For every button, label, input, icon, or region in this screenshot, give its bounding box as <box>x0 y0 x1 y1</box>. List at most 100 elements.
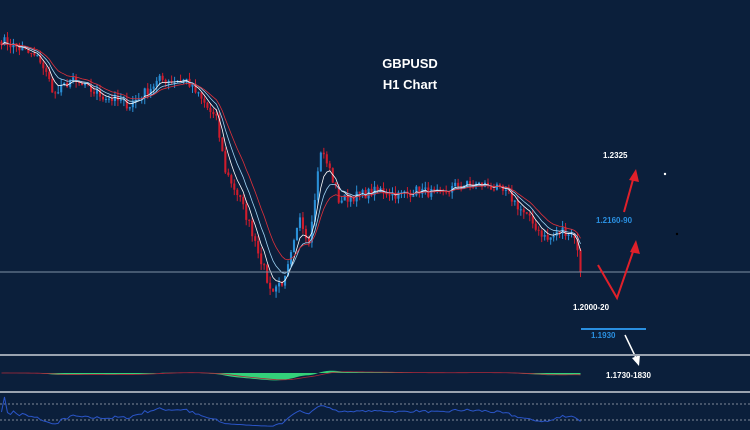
candle-body <box>75 77 78 82</box>
candle-body <box>21 47 24 51</box>
candle-body <box>281 283 284 286</box>
candle-body <box>358 191 361 194</box>
candle-body <box>346 194 349 202</box>
candle <box>391 187 394 201</box>
candle <box>525 212 528 215</box>
candle <box>30 52 33 58</box>
candle-body <box>263 264 266 266</box>
candle <box>301 212 304 234</box>
candle-body <box>203 98 206 103</box>
candle-body <box>84 83 87 86</box>
candle <box>531 209 534 229</box>
candle <box>209 103 212 119</box>
candle-body <box>313 199 316 222</box>
candle-body <box>430 189 433 197</box>
chart-subtitle: H1 Chart <box>382 77 438 92</box>
candle <box>281 281 284 287</box>
candle-body <box>433 189 436 191</box>
candle-body <box>531 215 534 224</box>
candle <box>295 227 299 241</box>
candle <box>298 213 301 232</box>
candle <box>319 151 322 172</box>
candle <box>388 188 391 201</box>
candle <box>412 189 415 198</box>
candle <box>188 72 191 88</box>
candle-body <box>316 171 319 200</box>
candle <box>254 233 257 247</box>
candle-body <box>579 250 582 273</box>
candle-body <box>233 183 236 190</box>
candle <box>430 185 433 200</box>
candle <box>304 225 307 243</box>
candle-body <box>254 236 257 241</box>
candle <box>552 232 555 242</box>
candle-body <box>152 86 155 89</box>
candle-body <box>492 189 495 191</box>
candle-body <box>266 265 269 283</box>
candle <box>263 262 266 270</box>
candle-body <box>439 189 442 191</box>
candle-body <box>418 186 421 194</box>
candle <box>534 219 537 232</box>
candle <box>224 147 227 174</box>
candle-body <box>191 83 194 87</box>
candle <box>36 54 39 57</box>
label-support: 1.2000-20 <box>573 303 610 312</box>
candle-body <box>36 55 39 57</box>
candle <box>567 233 570 241</box>
candle <box>227 168 230 177</box>
candle-body <box>81 83 84 86</box>
candle <box>60 78 63 96</box>
candle-body <box>567 234 570 236</box>
candle <box>469 176 472 191</box>
candle-body <box>486 182 490 186</box>
candle-body <box>295 227 299 241</box>
candle-body <box>128 107 131 109</box>
candle-body <box>516 200 519 210</box>
candle <box>66 78 69 88</box>
candle-body <box>457 182 460 187</box>
candle-body <box>319 152 322 172</box>
projection-arrow-v <box>597 245 636 301</box>
chart-title: GBPUSD <box>382 56 438 71</box>
candle <box>540 229 543 243</box>
candle-body <box>340 200 343 203</box>
candle-body <box>170 80 173 83</box>
candle <box>510 185 513 207</box>
candle <box>436 184 439 194</box>
candle <box>218 110 221 142</box>
candle <box>558 231 561 239</box>
candle-body <box>30 52 33 54</box>
candle-body <box>18 46 21 51</box>
candle-body <box>415 186 418 196</box>
candle <box>206 101 209 111</box>
candle-body <box>504 189 507 191</box>
candle-body <box>54 92 57 94</box>
candle <box>275 284 278 298</box>
candle-body <box>39 55 42 63</box>
candle <box>170 75 173 85</box>
candle <box>179 74 182 82</box>
candle-body <box>194 83 197 93</box>
candle-body <box>257 240 260 254</box>
candle-body <box>33 53 36 56</box>
candle <box>12 38 15 54</box>
candle <box>561 220 564 240</box>
candle-body <box>122 99 125 101</box>
candle <box>230 173 233 188</box>
candle <box>54 90 57 99</box>
candle <box>57 85 60 95</box>
candle <box>433 186 436 194</box>
candle-body <box>215 114 218 116</box>
candle <box>197 91 200 97</box>
candle <box>269 276 272 296</box>
candle-body <box>337 186 340 203</box>
candle-body <box>364 190 367 199</box>
label-target-low: 1.1730-1830 <box>606 371 651 380</box>
candle-body <box>275 286 278 292</box>
candle-body <box>546 235 549 240</box>
candle <box>445 185 448 195</box>
candle-body <box>278 283 281 287</box>
